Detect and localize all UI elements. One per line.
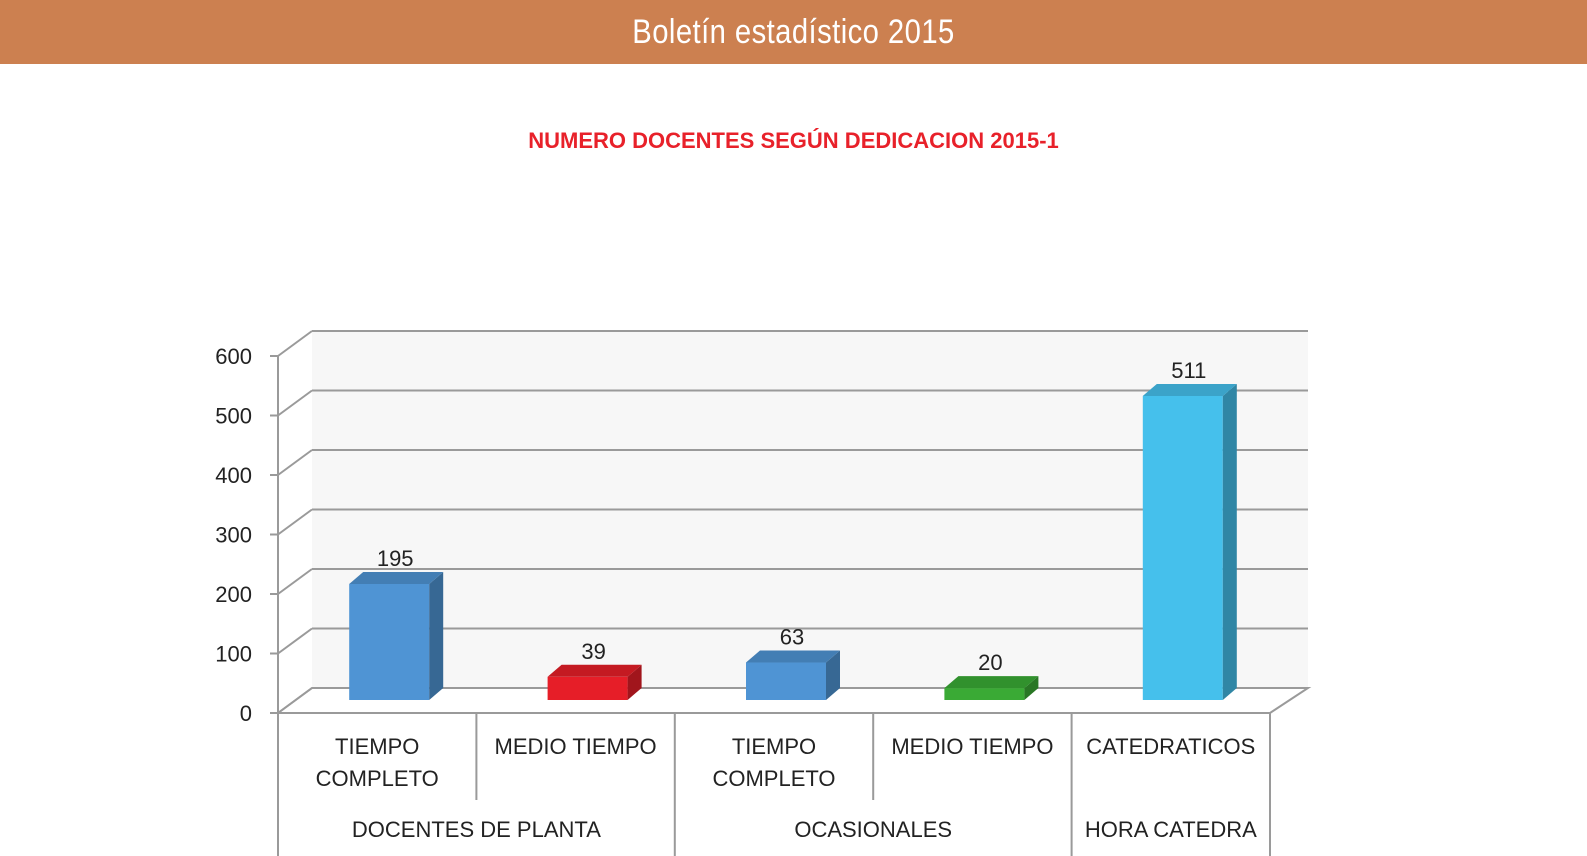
group-label: OCASIONALES (794, 817, 952, 842)
gridline-diagonal (277, 568, 313, 595)
bar-front (349, 583, 430, 700)
data-label: 511 (1171, 358, 1206, 383)
data-label: 39 (581, 639, 605, 664)
chart-title: NUMERO DOCENTES SEGÚN DEDICACION 2015-1 (528, 128, 1059, 153)
y-tick-label: 300 (215, 523, 252, 548)
category-label: MEDIO TIEMPO (495, 734, 657, 759)
gridline-diagonal (277, 389, 313, 417)
category-label: COMPLETO (712, 766, 835, 791)
group-label: DOCENTES DE PLANTA (352, 817, 601, 842)
header-bar (0, 0, 1587, 64)
y-tick-label: 600 (215, 344, 252, 369)
group-label: HORA CATEDRA (1085, 817, 1257, 842)
y-tick-label: 400 (215, 463, 252, 488)
category-label: COMPLETO (316, 766, 439, 791)
gridline-diagonal (277, 330, 313, 357)
y-tick-label: 100 (215, 642, 252, 667)
category-label: CATEDRATICOS (1086, 734, 1255, 759)
bar-top (1142, 383, 1237, 396)
bar-top (746, 650, 840, 663)
gridline-diagonal (277, 508, 313, 536)
bar-front (547, 676, 628, 700)
bar-side (826, 650, 840, 700)
bar-top (349, 571, 444, 584)
bar-front (746, 662, 826, 700)
chart-floor (274, 687, 1312, 714)
bar-top (944, 676, 1039, 689)
category-label: TIEMPO (732, 734, 816, 759)
bar-front (1142, 395, 1223, 700)
bar-side (1222, 383, 1237, 700)
data-label: 63 (780, 625, 804, 650)
category-label: TIEMPO (335, 734, 419, 759)
y-tick-label: 500 (215, 404, 252, 429)
y-tick-label: 200 (215, 582, 252, 607)
category-label: MEDIO TIEMPO (891, 734, 1053, 759)
header-title: Boletín estadístico 2015 (632, 13, 955, 51)
bar-front (944, 688, 1025, 700)
bar-side (627, 664, 642, 700)
gridline-diagonal (277, 449, 313, 476)
bar-side (429, 571, 444, 700)
gridline-diagonal (277, 627, 313, 655)
data-label: 195 (377, 546, 414, 571)
data-label: 20 (978, 650, 1002, 675)
bar-top (547, 664, 642, 677)
y-tick-label: 0 (240, 701, 252, 726)
bar-side (1024, 676, 1039, 700)
